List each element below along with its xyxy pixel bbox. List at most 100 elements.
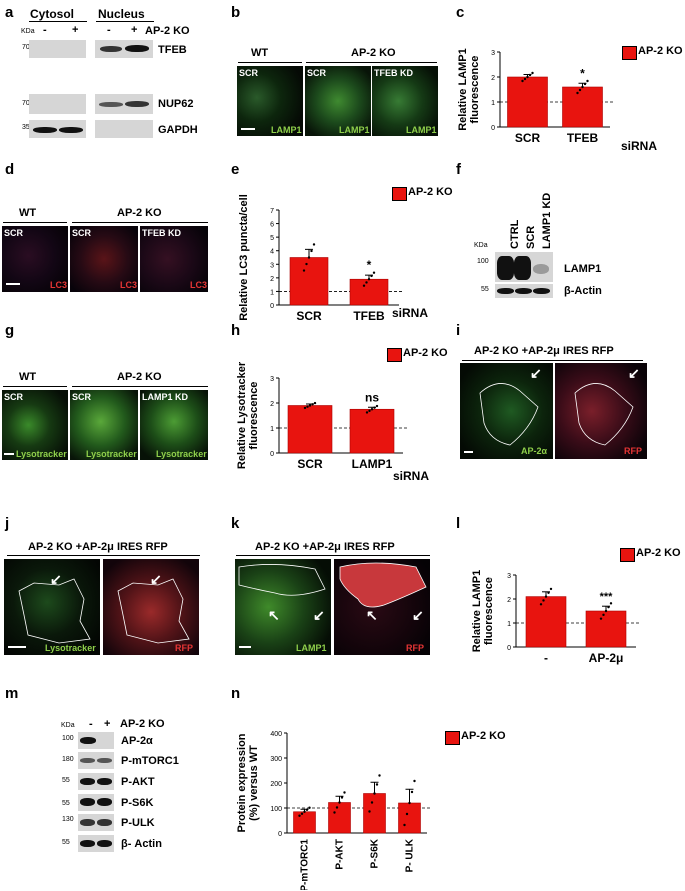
blot-m-ps6k <box>78 794 114 811</box>
y-tick-label: 3 <box>270 376 274 383</box>
data-point <box>599 617 603 620</box>
data-point <box>370 408 374 411</box>
x-tick-label: TFEB <box>567 131 599 145</box>
data-point <box>549 587 553 591</box>
y-tick-label: 200 <box>270 781 282 788</box>
panel-label-k: k <box>231 515 240 532</box>
data-point <box>528 73 532 77</box>
bar <box>507 76 548 128</box>
panel-label-b: b <box>231 4 241 21</box>
y-axis-label: fluorescence <box>483 577 495 645</box>
data-point <box>526 75 529 79</box>
y-tick-label: 2 <box>270 276 274 283</box>
data-point <box>586 79 589 83</box>
y-axis-label: (%) versus WT <box>248 745 260 821</box>
legend-swatch-l <box>620 548 635 562</box>
bar <box>585 610 627 648</box>
panel-label-h: h <box>231 322 241 339</box>
blot-m-pulk <box>78 814 114 831</box>
micrograph-j-rfp <box>103 559 199 655</box>
kda-label: KDa <box>21 28 35 35</box>
arrow-icon: ↖ <box>268 607 280 623</box>
micrograph-b-ko-tfeb <box>372 66 438 136</box>
data-point <box>375 783 379 786</box>
data-point <box>303 810 306 813</box>
data-point <box>362 284 366 287</box>
x-tick-label: AP-2μ <box>589 651 624 665</box>
bar <box>525 596 567 648</box>
legend-swatch-n <box>445 731 460 745</box>
cytosol-label: Cytosol <box>30 7 75 21</box>
y-tick-label: 2 <box>507 597 511 604</box>
data-point <box>365 411 369 414</box>
bar <box>398 802 421 834</box>
data-point <box>335 806 339 809</box>
data-point <box>372 271 376 274</box>
significance-label: * <box>580 66 585 80</box>
blot-tfeb-nucleus <box>95 40 153 58</box>
data-point <box>368 810 371 813</box>
data-point <box>368 409 371 413</box>
y-tick-label: 3 <box>507 573 511 580</box>
data-point <box>370 274 373 278</box>
y-tick-label: 5 <box>270 235 274 242</box>
arrow-icon: ↙ <box>50 571 62 587</box>
data-point <box>542 599 545 602</box>
micrograph-i-rfp <box>555 363 647 459</box>
bar <box>349 278 389 306</box>
y-tick-label: 2 <box>270 401 274 408</box>
data-point <box>405 812 409 816</box>
blot-gapdh-cytosol <box>29 120 86 138</box>
y-tick-label: 6 <box>270 222 274 229</box>
arrow-icon: ↙ <box>412 607 424 623</box>
data-point <box>373 406 376 409</box>
data-point <box>578 88 582 92</box>
data-point <box>523 77 527 81</box>
micrograph-b-ko-scr <box>305 66 371 136</box>
data-point <box>531 71 534 75</box>
data-point <box>604 609 608 613</box>
panel-label-i: i <box>456 322 461 339</box>
micrograph-j-lysotracker <box>4 559 100 655</box>
panel-label-d: d <box>5 161 15 178</box>
panel-label-n: n <box>231 685 241 702</box>
y-tick-label: 0 <box>278 831 282 838</box>
data-point <box>313 401 317 405</box>
data-point <box>602 613 605 617</box>
significance-label: ns <box>365 390 379 404</box>
bar <box>289 257 329 306</box>
x-tick-label: SCR <box>297 457 323 471</box>
bar <box>328 802 351 834</box>
blot-gapdh-nucleus <box>95 120 153 138</box>
data-point <box>343 791 346 794</box>
x-tick-label: SCR <box>296 309 322 323</box>
data-point <box>370 801 374 804</box>
y-tick-label: 7 <box>270 208 274 215</box>
data-point <box>373 792 376 795</box>
x-tick-label: P-mTORC1 <box>300 839 311 890</box>
blot-tfeb-cytosol <box>29 40 86 58</box>
data-point <box>609 602 613 605</box>
y-tick-label: 1 <box>491 100 495 107</box>
arrow-icon: ↙ <box>628 365 640 381</box>
panel-label-a: a <box>5 4 14 21</box>
panel-label-m: m <box>5 685 19 702</box>
data-point <box>302 269 306 272</box>
arrow-icon: ↖ <box>366 607 378 623</box>
micrograph-d-ko-scr <box>70 226 138 292</box>
y-tick-label: 3 <box>270 262 274 269</box>
data-point <box>403 823 406 827</box>
micrograph-d-wt <box>2 226 68 292</box>
data-point <box>413 779 416 783</box>
data-point <box>311 403 314 406</box>
panel-label-f: f <box>456 161 461 178</box>
data-point <box>367 278 371 281</box>
data-point <box>310 249 313 253</box>
panel-label-l: l <box>456 515 461 532</box>
data-point <box>305 808 309 811</box>
y-axis-label: Relative LAMP1 <box>471 570 483 653</box>
y-tick-label: 0 <box>507 645 511 652</box>
data-point <box>338 801 341 804</box>
x-tick-label: P-S6K <box>370 838 381 868</box>
significance-label: * <box>367 258 372 272</box>
